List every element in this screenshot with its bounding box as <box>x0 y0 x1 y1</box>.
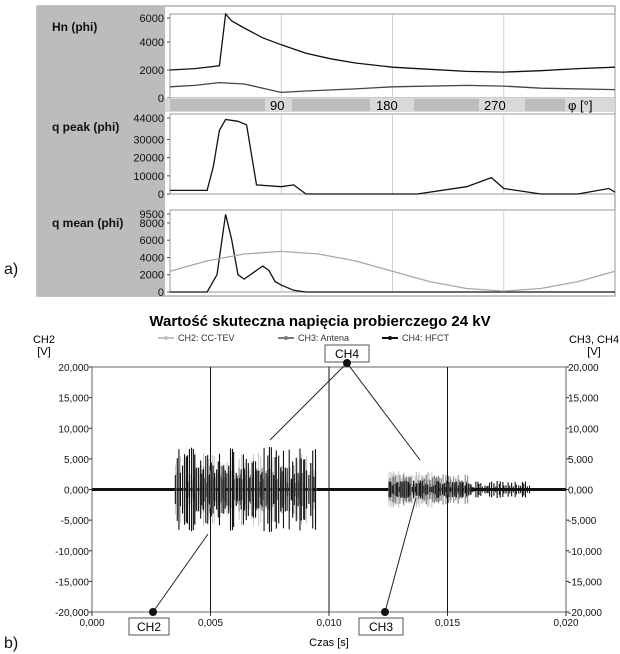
subplot-2-ytick-3: 20000 <box>133 153 164 165</box>
subplot-2-ytick-1: 44000 <box>133 113 164 125</box>
subplot-1-ytick-4: 0 <box>158 93 164 105</box>
phase-band-seg-4 <box>525 99 565 111</box>
subplot-2-ytick-2: 30000 <box>133 134 164 146</box>
phase-band-seg-1 <box>170 99 265 111</box>
y-tick-right-5: 0,000 <box>568 486 593 497</box>
y-tick-right-8: -15,000 <box>568 577 602 588</box>
x-tick-3: 0,010 <box>316 618 341 629</box>
legend-label-ch3: CH3: Antena <box>298 333 349 343</box>
callout-box-ch3 <box>358 617 404 636</box>
x-tick-1: 0,000 <box>79 618 104 629</box>
callout-arrow-ch4-b <box>346 362 421 461</box>
phase-axis-label: φ [°] <box>568 98 592 113</box>
right-axis-label-1: CH3, CH4 <box>569 334 619 346</box>
y-tick-left-8: -15,000 <box>55 577 89 588</box>
subplot-1-ytick-1: 6000 <box>140 13 164 25</box>
right-axis-label-2: [V] <box>587 346 600 358</box>
callout-dot-ch3 <box>381 608 389 616</box>
y-tick-left-7: -10,000 <box>55 547 89 558</box>
subplot-3-ytick-2: 8000 <box>140 218 164 230</box>
panel-a-label: a) <box>4 261 18 278</box>
x-tick-2: 0,005 <box>198 618 223 629</box>
phase-band-seg-2 <box>292 99 370 111</box>
subplot-title-3: q mean (phi) <box>52 216 123 230</box>
panel-a-label-bg <box>37 6 165 296</box>
phase-tick-180: 180 <box>376 98 398 113</box>
x-tick-5: 0,020 <box>553 618 578 629</box>
x-tick-4: 0,015 <box>435 618 460 629</box>
callout-box-ch2 <box>128 617 170 636</box>
left-axis-label-1: CH2 <box>33 334 55 346</box>
legend-label-ch2: CH2: CC-TEV <box>178 333 235 343</box>
panel-b: b) Wartość skuteczna napięcia probiercze… <box>4 313 619 652</box>
subplot-2-ytick-4: 10000 <box>133 171 164 183</box>
subplot-1-ytick-2: 4000 <box>140 37 164 49</box>
callouts: CH4 CH2 CH3 <box>128 344 421 636</box>
panel-b-plot: 0,000 0,005 0,010 0,015 0,020 20,000 20,000 15,… <box>55 363 602 629</box>
y-tick-left-3: 10,000 <box>58 424 89 435</box>
callout-text-ch4: CH4 <box>335 347 359 361</box>
panel-b-title: Wartość skuteczna napięcia probierczego … <box>149 313 490 330</box>
legend: CH2: CC-TEV CH3: Antena CH4: HFCT <box>158 333 450 343</box>
legend-marker-ch3 <box>284 336 288 340</box>
y-tick-right-1: 20,000 <box>568 363 599 374</box>
legend-marker-ch2 <box>164 336 168 340</box>
callout-text-ch2: CH2 <box>137 620 161 634</box>
callout-dot-ch4 <box>343 359 351 367</box>
callout-dot-ch2 <box>149 608 157 616</box>
phase-tick-270: 270 <box>484 98 506 113</box>
subplot-3-ytick-3: 6000 <box>140 235 164 247</box>
y-tick-right-9: -20,000 <box>568 608 602 619</box>
subplot-3-series-line-2 <box>169 250 616 292</box>
subplot-1-ytick-3: 2000 <box>140 65 164 77</box>
subplot-3-ytick-1: 9500 <box>140 209 164 221</box>
y-tick-right-6: -5,000 <box>568 516 597 527</box>
panel-b-label: b) <box>4 635 18 652</box>
subplot-3-ytick-6: 0 <box>158 287 164 299</box>
y-tick-left-2: 15,000 <box>58 394 89 405</box>
subplot-2-ytick-5: 0 <box>158 189 164 201</box>
phase-band-seg-3 <box>414 99 479 111</box>
y-tick-right-3: 10,000 <box>568 424 599 435</box>
legend-marker-ch4 <box>388 336 392 340</box>
legend-label-ch4: CH4: HFCT <box>402 333 450 343</box>
phase-tick-90: 90 <box>270 98 284 113</box>
y-tick-left-9: -20,000 <box>55 608 89 619</box>
subplot-title-2: q peak (phi) <box>52 120 119 134</box>
y-tick-right-4: 5,000 <box>568 455 593 466</box>
y-tick-left-4: 5,000 <box>64 455 89 466</box>
y-tick-left-1: 20,000 <box>58 363 89 374</box>
x-axis-label: Czas [s] <box>309 637 349 649</box>
callout-arrow-ch3 <box>384 497 417 613</box>
subplot-3-ytick-4: 4000 <box>140 252 164 264</box>
phase-axis-band: 90 180 270 φ [°] <box>165 98 615 113</box>
subplot-3-series-line-1 <box>170 214 615 293</box>
subplot-1-series-line-2 <box>169 81 616 94</box>
subplot-3-ytick-5: 2000 <box>140 270 164 282</box>
y-tick-left-6: -5,000 <box>61 516 90 527</box>
subplot-1-series-line-1 <box>169 12 616 73</box>
y-tick-left-5: 0,000 <box>64 486 89 497</box>
subplot-2-series-line-1 <box>170 118 616 195</box>
callout-arrow-ch4-a <box>269 362 348 441</box>
y-tick-right-2: 15,000 <box>568 394 599 405</box>
subplot-title-1: Hn (phi) <box>52 20 97 34</box>
callout-text-ch3: CH3 <box>369 620 393 634</box>
callout-arrow-ch2 <box>152 533 209 613</box>
y-tick-right-7: -10,000 <box>568 547 602 558</box>
phase-band-bg <box>165 98 615 112</box>
left-axis-label-2: [V] <box>37 346 50 358</box>
